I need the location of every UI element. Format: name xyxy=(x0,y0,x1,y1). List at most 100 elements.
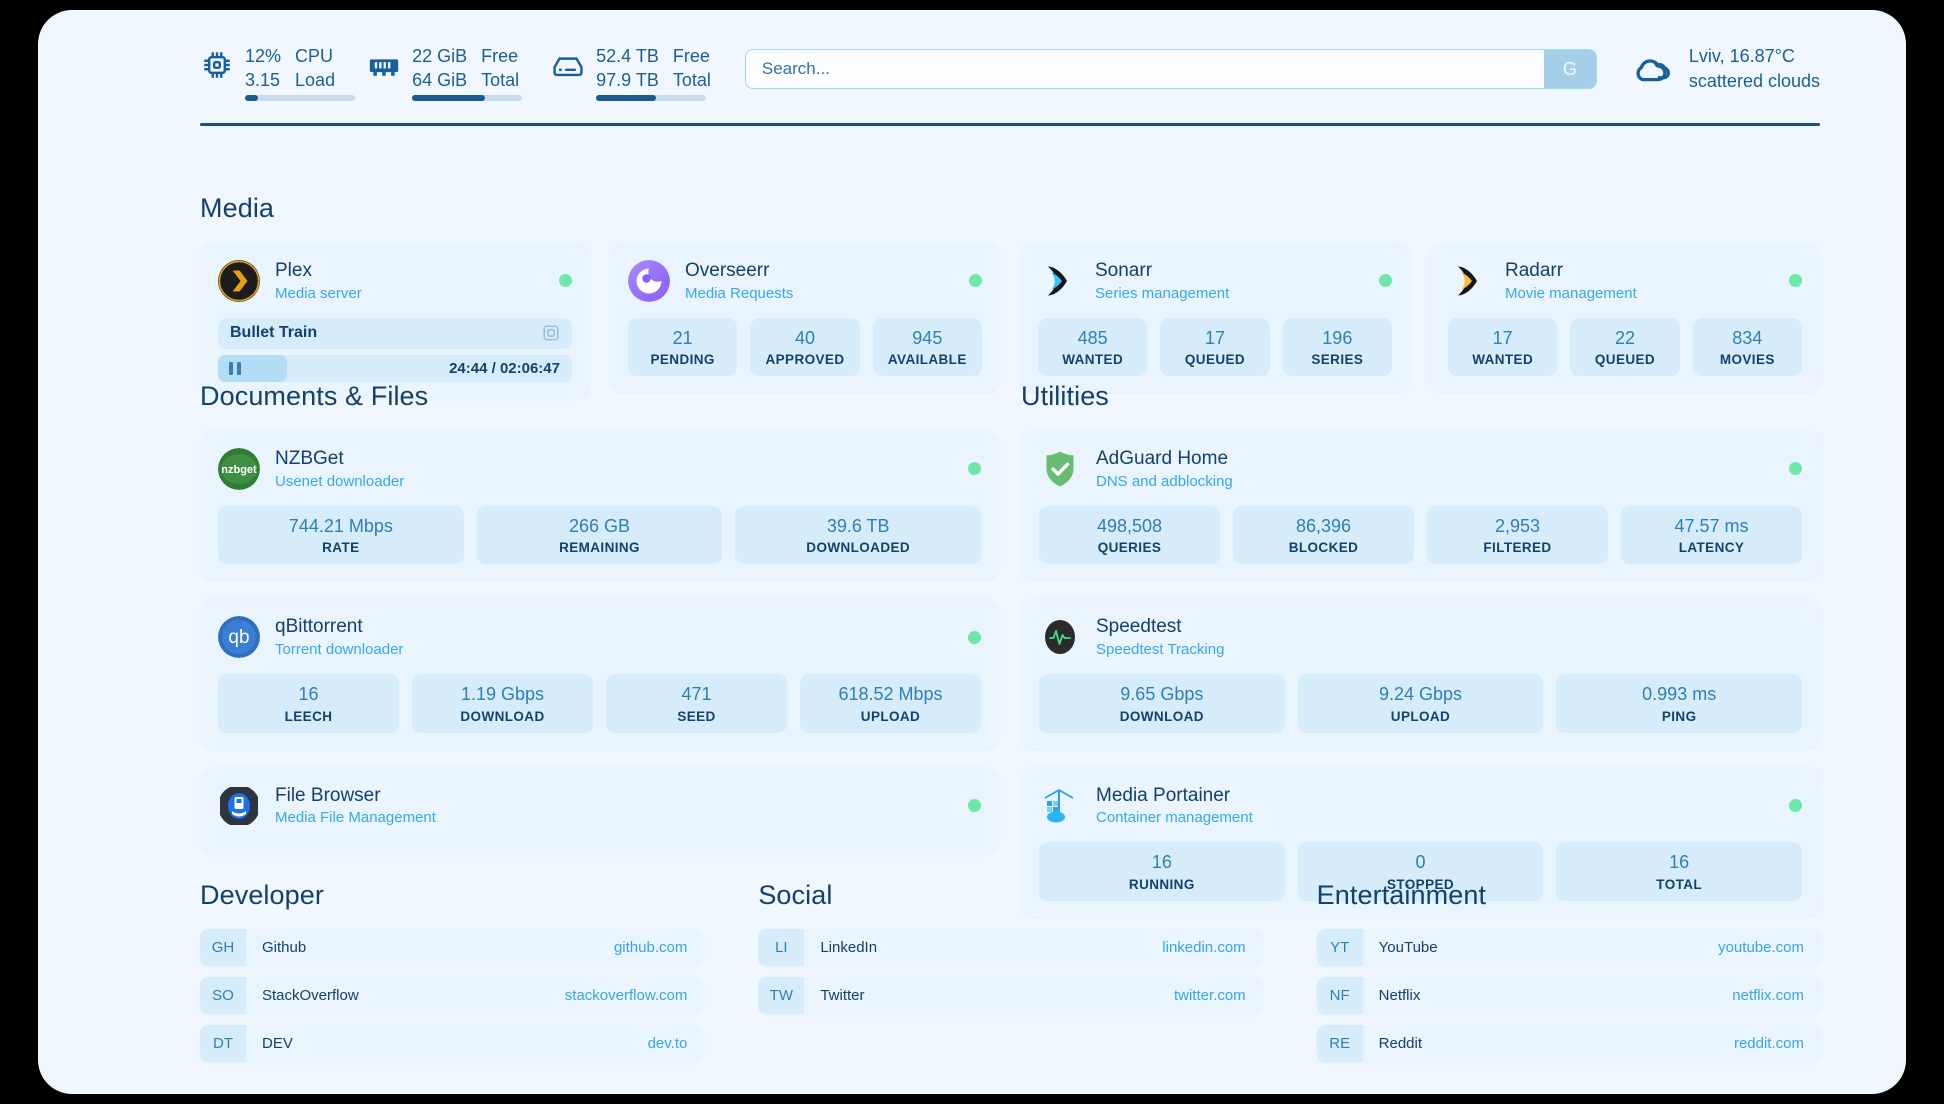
search-input[interactable] xyxy=(745,50,1544,88)
stat-label: SEED xyxy=(677,708,716,724)
plex-subtitle: Media server xyxy=(275,284,362,302)
stat-value: 471 xyxy=(681,684,712,705)
service-card-radarr[interactable]: Radarr Movie management 17 WANTED 22 QUE… xyxy=(1430,242,1820,393)
stat-label: UPLOAD xyxy=(860,708,921,724)
service-card-speedtest[interactable]: Speedtest Speedtest Tracking 9.65 Gbps D… xyxy=(1021,598,1820,749)
top-bar: 12% 3.15 CPU Load xyxy=(200,38,1820,101)
stat-value: 16 xyxy=(1151,852,1172,873)
disk-icon xyxy=(551,48,585,82)
media-section: Media Plex Media server xyxy=(200,193,1820,398)
stat-box: 21 PENDING xyxy=(628,317,738,377)
stat-label: LATENCY xyxy=(1678,540,1745,556)
stat-box: 485 WANTED xyxy=(1038,317,1148,377)
overseerr-status-badge xyxy=(969,274,982,288)
stat-label: RUNNING xyxy=(1128,876,1195,892)
service-card-qbittorrent[interactable]: qb qBittorrent Torrent downloader 16 LEE… xyxy=(200,598,999,749)
speedtest-subtitle: Speedtest Tracking xyxy=(1096,640,1225,658)
bookmark-item[interactable]: LI LinkedIn linkedin.com xyxy=(758,929,1262,966)
utilities-section-title: Utilities xyxy=(1021,381,1109,411)
stat-box: 498,508 QUERIES xyxy=(1039,505,1220,565)
stat-value: 22 xyxy=(1614,327,1635,348)
bookmark-url: stackoverflow.com xyxy=(564,987,688,1004)
ram-icon xyxy=(367,48,401,82)
bookmark-item[interactable]: NF Netflix netflix.com xyxy=(1316,977,1820,1014)
bookmark-item[interactable]: RE Reddit reddit.com xyxy=(1316,1025,1820,1062)
stat-label: WANTED xyxy=(1062,352,1124,368)
pause-icon[interactable] xyxy=(229,361,241,375)
developer-title: Developer xyxy=(200,880,324,910)
stat-label: DOWNLOADED xyxy=(806,540,911,556)
cast-icon[interactable] xyxy=(542,324,560,342)
cpu-label-2: Load xyxy=(295,70,336,90)
stat-value: 21 xyxy=(672,327,693,348)
service-card-filebrowser[interactable]: File Browser Media File Management xyxy=(200,766,999,855)
sonarr-status-badge xyxy=(1379,274,1392,288)
bookmark-badge: SO xyxy=(200,977,246,1014)
stat-label: LEECH xyxy=(284,708,333,724)
qbittorrent-logo-icon: qb xyxy=(218,616,260,659)
sonarr-logo-icon xyxy=(1038,260,1080,302)
cpu-stat: 12% 3.15 CPU Load xyxy=(200,45,355,101)
plex-name: Plex xyxy=(275,260,312,281)
speedtest-name: Speedtest xyxy=(1096,616,1182,638)
bookmark-item[interactable]: YT YouTube youtube.com xyxy=(1316,929,1820,966)
stat-value: 266 GB xyxy=(568,515,631,536)
portainer-status-badge xyxy=(1789,799,1802,812)
service-card-plex[interactable]: Plex Media server Bullet Train xyxy=(200,242,590,398)
header-divider xyxy=(200,123,1820,126)
bookmark-item[interactable]: SO StackOverflow stackoverflow.com xyxy=(200,977,704,1014)
stat-label: REMAINING xyxy=(559,540,640,556)
stat-value: 16 xyxy=(298,684,319,705)
bookmark-item[interactable]: GH Github github.com xyxy=(200,929,704,966)
stat-label: BLOCKED xyxy=(1288,540,1359,556)
stat-box: 196 SERIES xyxy=(1282,317,1392,377)
dashboard-page: 12% 3.15 CPU Load xyxy=(38,10,1906,1094)
stat-label: SERIES xyxy=(1311,352,1364,368)
service-card-sonarr[interactable]: Sonarr Series management 485 WANTED 17 Q… xyxy=(1020,242,1410,393)
documents-section: Documents & Files nzbget NZBGet Usenet d… xyxy=(200,381,999,855)
cloud-icon xyxy=(1631,47,1675,91)
bookmark-badge: GH xyxy=(200,929,246,966)
overseerr-subtitle: Media Requests xyxy=(685,284,794,302)
sonarr-subtitle: Series management xyxy=(1095,284,1230,302)
stat-box: 618.52 Mbps UPLOAD xyxy=(800,674,981,733)
stat-label: QUEUED xyxy=(1594,352,1656,368)
cpu-percent: 12% xyxy=(245,46,282,67)
disk-total: 97.9 TB xyxy=(596,70,659,90)
svg-text:qb: qb xyxy=(228,627,249,648)
service-card-adguard[interactable]: AdGuard Home DNS and adblocking 498,508 … xyxy=(1021,430,1820,581)
bookmark-url: netflix.com xyxy=(1732,987,1804,1004)
bookmark-item[interactable]: TW Twitter twitter.com xyxy=(758,977,1262,1014)
stat-label: RATE xyxy=(322,540,360,556)
stat-box: 1.19 Gbps DOWNLOAD xyxy=(412,674,593,733)
search-bar[interactable]: G xyxy=(744,49,1597,89)
search-submit-button[interactable]: G xyxy=(1543,50,1596,88)
bookmark-group-developer: Developer GH Github github.com SO StackO… xyxy=(200,880,704,1073)
portainer-logo-icon xyxy=(1039,785,1081,827)
nzbget-name: NZBGet xyxy=(275,448,344,469)
overseerr-logo-icon xyxy=(628,259,670,302)
plex-now-playing[interactable]: Bullet Train xyxy=(218,317,572,349)
stat-label: TOTAL xyxy=(1656,876,1703,892)
bookmark-url: dev.to xyxy=(647,1035,688,1052)
disk-label-2: Total xyxy=(672,70,711,90)
stat-box: 834 MOVIES xyxy=(1692,317,1802,377)
utilities-section: Utilities AdGuard Home DNS and adblockin… xyxy=(1021,381,1820,917)
weather-condition: scattered clouds xyxy=(1688,71,1820,91)
service-card-portainer[interactable]: Media Portainer Container management 16 … xyxy=(1021,766,1820,917)
plex-progress-bar[interactable]: 24:44 / 02:06:47 xyxy=(218,354,572,382)
service-card-overseerr[interactable]: Overseerr Media Requests 21 PENDING 40 A… xyxy=(610,242,1000,393)
filebrowser-subtitle: Media File Management xyxy=(275,809,436,827)
bookmark-badge: RE xyxy=(1316,1025,1363,1062)
bookmark-item[interactable]: DT DEV dev.to xyxy=(200,1025,704,1062)
service-card-nzbget[interactable]: nzbget NZBGet Usenet downloader 744.21 M… xyxy=(200,430,999,581)
stat-value: 0.993 ms xyxy=(1642,684,1717,705)
stat-value: 16 xyxy=(1669,852,1690,873)
stat-value: 40 xyxy=(794,327,815,348)
plex-now-playing-title: Bullet Train xyxy=(230,324,318,342)
adguard-logo-icon xyxy=(1039,448,1081,490)
stat-label: STOPPED xyxy=(1386,876,1455,892)
ram-stat: 22 GiB 64 GiB Free Total xyxy=(367,45,523,101)
bookmark-name: Twitter xyxy=(820,987,865,1004)
bookmark-name: StackOverflow xyxy=(262,987,359,1004)
